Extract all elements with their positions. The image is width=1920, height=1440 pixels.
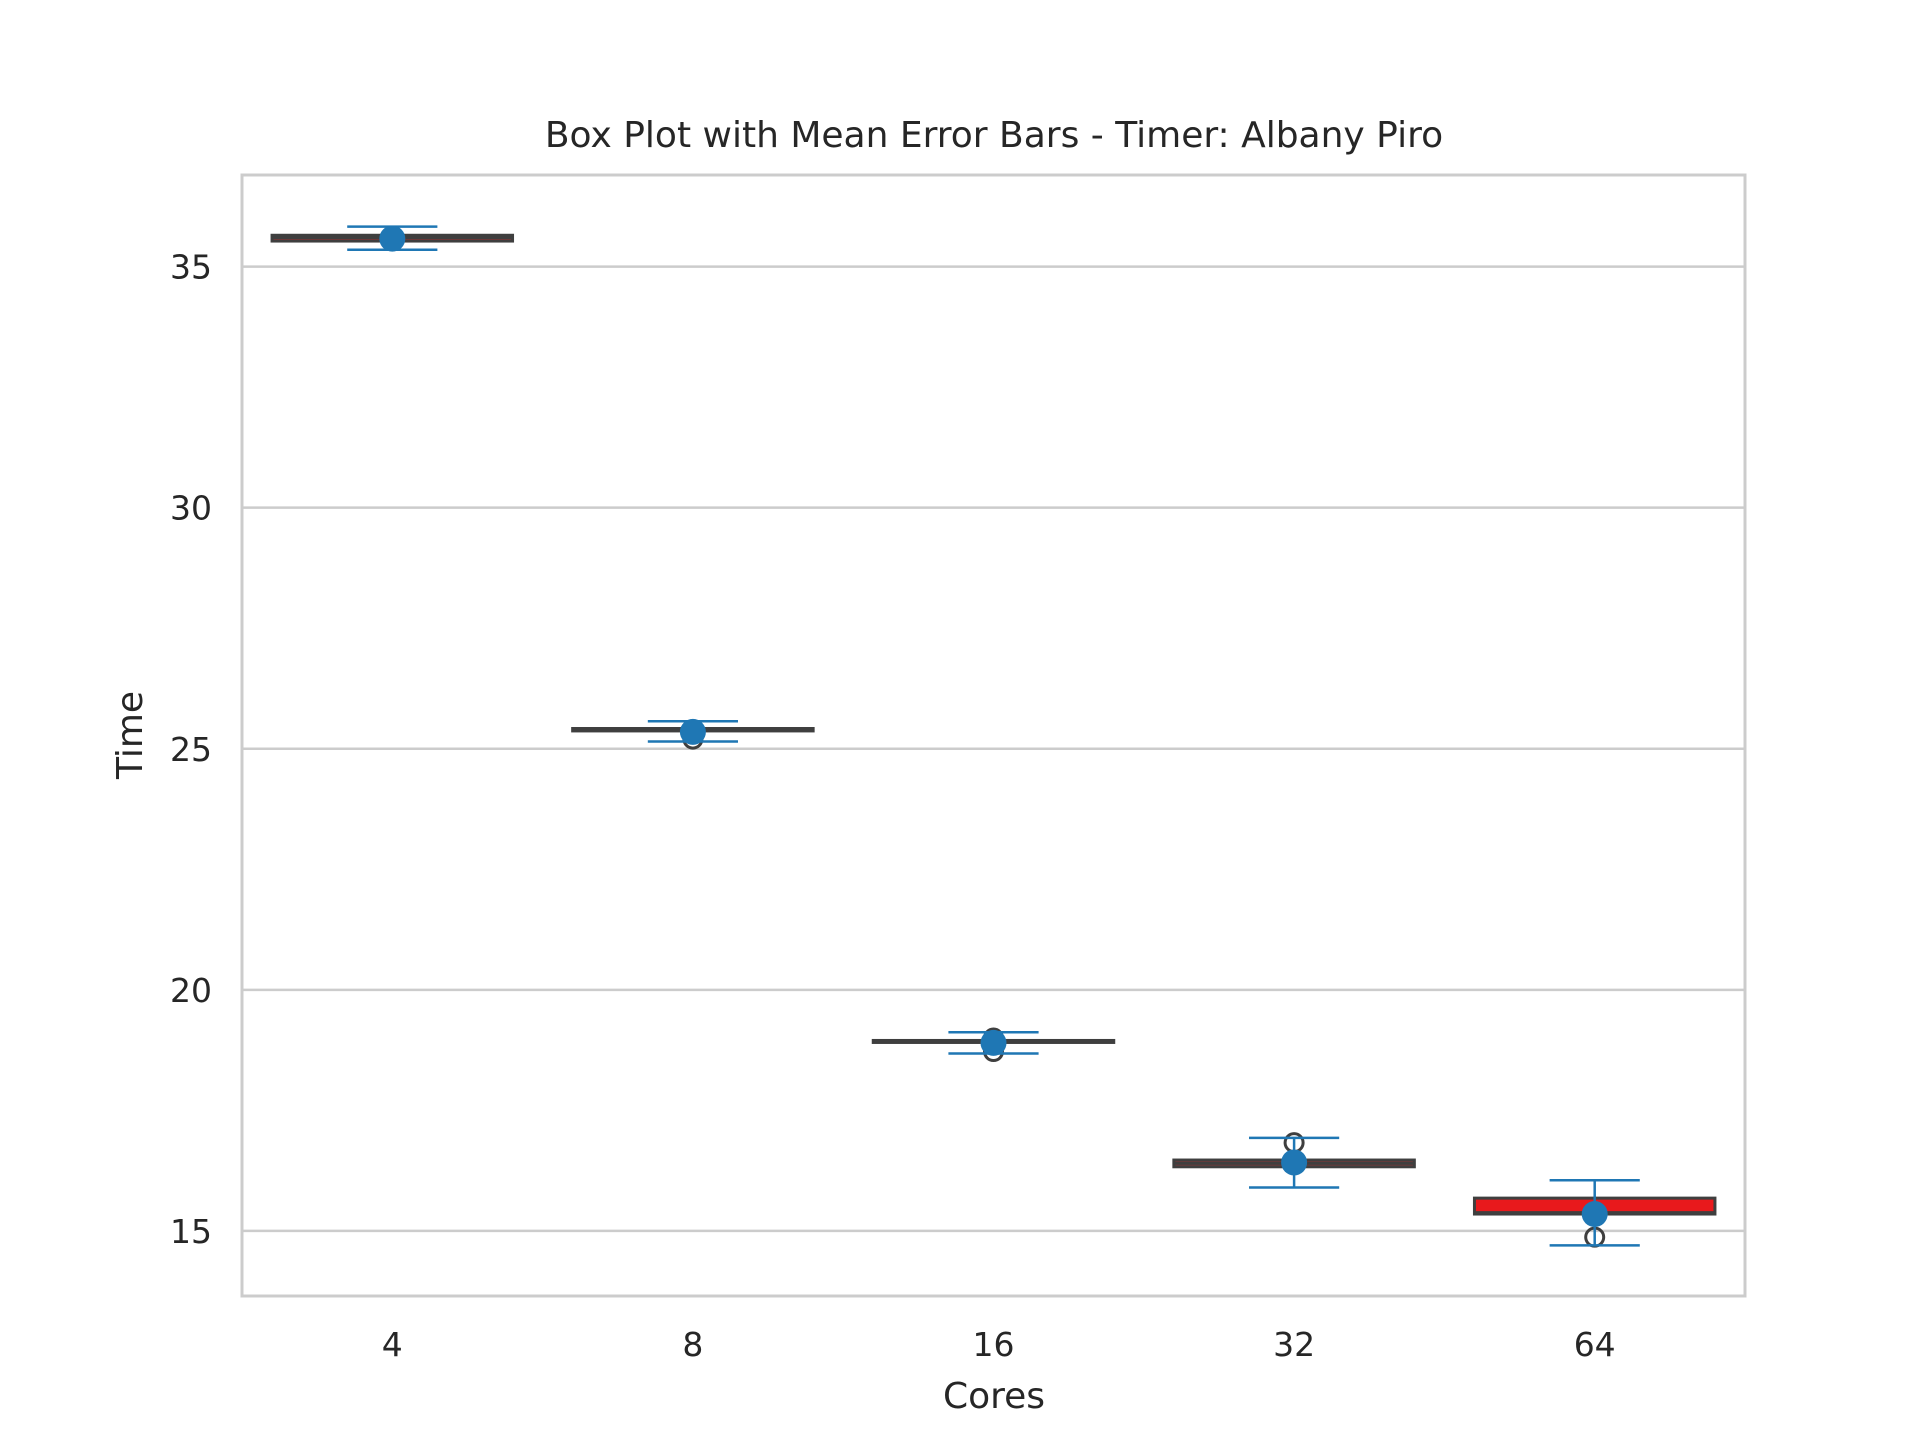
y-tick-label: 20 [170,971,212,1010]
x-tick-labels: 4 8 16 32 64 [382,1325,1616,1364]
grid-lines [242,265,1745,1233]
mean-marker [1581,1201,1608,1228]
x-tick-label: 4 [382,1325,403,1364]
outlier-layer [682,728,1606,1248]
mean-errorbar-4 [347,225,438,252]
y-axis-label: Time [110,691,151,780]
box-layer [270,233,1717,1216]
chart-title: Box Plot with Mean Error Bars - Timer: A… [545,115,1443,156]
y-tick-label: 30 [170,489,212,528]
axes-frame [240,173,1747,1298]
x-tick-label: 32 [1273,1325,1315,1364]
x-tick-label: 16 [973,1325,1015,1364]
y-tick-label: 25 [170,730,212,769]
y-tick-label: 35 [170,248,212,287]
mean-errorbar-32 [1249,1136,1340,1189]
x-tick-label: 64 [1574,1325,1616,1364]
mean-marker [679,718,706,745]
mean-marker [980,1029,1007,1056]
mean-errorbar-64 [1549,1179,1640,1247]
mean-errorbar-8 [647,718,738,745]
x-axis-label: Cores [943,1376,1045,1417]
mean-errorbar-16 [948,1029,1039,1056]
mean-marker [1281,1149,1308,1176]
mean-marker [379,225,406,252]
x-tick-label: 8 [682,1325,703,1364]
y-tick-label: 15 [170,1212,212,1251]
mean-error-bar-layer [347,225,1640,1247]
y-tick-labels: 15 20 25 30 35 [170,248,212,1251]
